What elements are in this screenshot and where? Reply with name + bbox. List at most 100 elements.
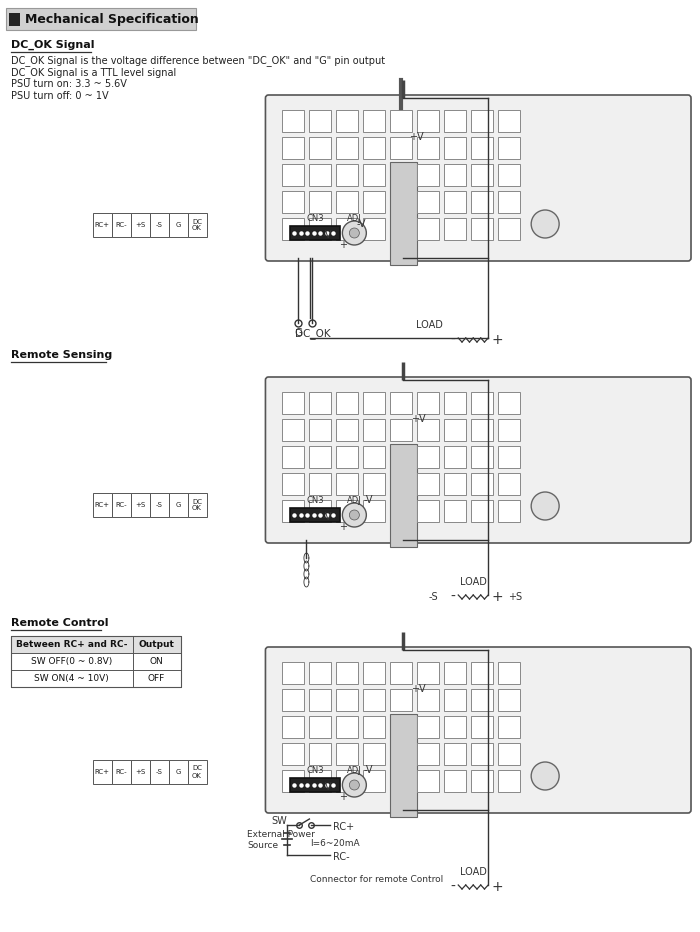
Bar	[169, 213, 188, 237]
Text: DC_OK Signal: DC_OK Signal	[10, 40, 94, 50]
Bar	[282, 218, 304, 240]
Bar	[444, 110, 466, 132]
Bar	[282, 662, 304, 684]
Bar	[471, 770, 493, 792]
Bar	[417, 392, 440, 414]
Text: RC+: RC+	[333, 822, 354, 832]
Bar	[111, 493, 131, 517]
Bar	[498, 716, 520, 738]
Bar	[444, 419, 466, 441]
Bar	[417, 716, 440, 738]
Bar	[391, 419, 412, 441]
Bar	[444, 392, 466, 414]
Bar	[92, 213, 111, 237]
Bar	[444, 191, 466, 213]
Bar	[363, 218, 385, 240]
FancyBboxPatch shape	[265, 647, 691, 813]
Text: +V: +V	[410, 132, 424, 142]
Bar	[471, 110, 493, 132]
Bar	[282, 164, 304, 186]
FancyBboxPatch shape	[265, 95, 691, 261]
Bar	[282, 716, 304, 738]
Text: DC_OK Signal is the voltage difference between "DC_OK" and "G" pin output: DC_OK Signal is the voltage difference b…	[10, 55, 385, 66]
Text: OFF: OFF	[148, 674, 165, 683]
Text: G: G	[176, 502, 181, 508]
Bar	[111, 213, 131, 237]
Bar	[471, 689, 493, 711]
Bar	[444, 473, 466, 495]
Text: +S: +S	[135, 222, 145, 228]
Bar	[363, 137, 385, 159]
Bar	[309, 662, 331, 684]
Bar	[363, 473, 385, 495]
Text: +: +	[491, 590, 503, 604]
Bar	[498, 770, 520, 792]
Bar	[363, 689, 385, 711]
Bar	[309, 419, 331, 441]
Bar	[391, 162, 417, 265]
Bar	[417, 218, 440, 240]
Bar	[444, 218, 466, 240]
Text: External Power
Source: External Power Source	[248, 830, 315, 850]
Text: -S: -S	[155, 222, 162, 228]
Bar	[444, 500, 466, 522]
Text: LOAD: LOAD	[416, 320, 442, 330]
Bar	[337, 218, 358, 240]
Bar	[6, 8, 195, 30]
Circle shape	[349, 228, 359, 238]
Bar	[290, 778, 340, 792]
Text: -V: -V	[357, 219, 366, 229]
Bar	[188, 213, 206, 237]
Text: +: +	[491, 880, 503, 894]
Bar	[282, 743, 304, 765]
Text: G: G	[295, 328, 302, 338]
Text: SW: SW	[272, 816, 288, 826]
Bar	[417, 110, 440, 132]
Bar	[131, 760, 150, 784]
Text: DC_OK: DC_OK	[295, 328, 330, 339]
Text: RC-: RC-	[333, 852, 350, 862]
Bar	[169, 493, 188, 517]
Bar	[309, 218, 331, 240]
Bar	[337, 662, 358, 684]
Text: SW ON(4 ~ 10V): SW ON(4 ~ 10V)	[34, 674, 109, 683]
Bar	[111, 760, 131, 784]
Bar	[391, 137, 412, 159]
Text: DC
OK: DC OK	[192, 765, 202, 778]
Bar	[391, 714, 417, 817]
Bar	[92, 760, 111, 784]
Bar	[282, 191, 304, 213]
Bar	[471, 218, 493, 240]
Bar	[10, 636, 181, 653]
Text: CN3: CN3	[307, 496, 324, 505]
Circle shape	[342, 221, 366, 245]
Bar	[363, 419, 385, 441]
Text: +: +	[340, 522, 347, 532]
Bar	[417, 164, 440, 186]
Text: -V: -V	[323, 230, 332, 240]
Bar	[169, 760, 188, 784]
Text: +V: +V	[412, 684, 426, 694]
Text: RC+: RC+	[94, 502, 110, 508]
Bar	[417, 191, 440, 213]
Bar	[337, 716, 358, 738]
Text: SW OFF(0 ~ 0.8V): SW OFF(0 ~ 0.8V)	[31, 657, 112, 666]
Bar	[363, 500, 385, 522]
Text: I=6~20mA: I=6~20mA	[310, 839, 360, 847]
Text: Remote Sensing: Remote Sensing	[10, 350, 112, 360]
Bar	[290, 508, 340, 522]
Bar	[337, 473, 358, 495]
Bar	[363, 743, 385, 765]
Bar	[337, 419, 358, 441]
Text: CN3: CN3	[307, 214, 324, 223]
Bar	[8, 13, 20, 26]
Text: -: -	[450, 333, 455, 347]
Bar	[363, 392, 385, 414]
Bar	[498, 446, 520, 468]
Text: +: +	[491, 333, 503, 347]
Bar	[309, 191, 331, 213]
Text: ADJ: ADJ	[347, 214, 362, 223]
Bar	[337, 743, 358, 765]
Bar	[444, 662, 466, 684]
Text: DC
OK: DC OK	[192, 218, 202, 231]
